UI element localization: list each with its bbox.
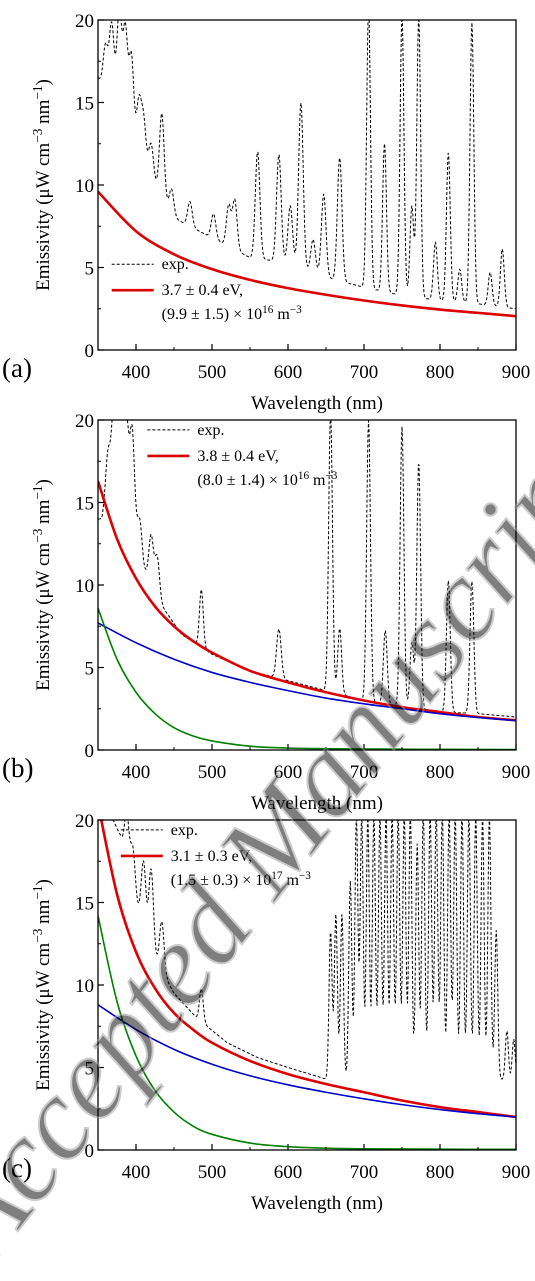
chart-panel-a: 400 500 600 700 800 900 0 5 10 15 20 Wavelength (nm… — [2, 11, 531, 414]
legend: exp. 3.1 ± 0.3 eV, (1.5 ± 0.3) × 1017 m−3 — [120, 822, 311, 889]
x-tick-label: 900 — [502, 762, 531, 783]
y-axis-title: Emissivity (μW cm−3 nm−1) — [30, 879, 55, 1091]
y-tick-label: 15 — [75, 94, 94, 115]
legend-label-fit: 3.7 ± 0.4 eV, — [162, 282, 243, 299]
series-fit-line — [98, 190, 516, 318]
y-tick-label: 0 — [85, 1141, 95, 1162]
legend-label-fit-line2: (1.5 ± 0.3) × 1017 m−3 — [171, 870, 311, 889]
y-tick-label: 0 — [85, 341, 95, 362]
chart-panel-b: 400 500 600 700 800 900 0 5 10 15 20 Wavelength (nm… — [2, 411, 531, 814]
series-fit-line — [98, 480, 516, 722]
plot-area — [98, 420, 516, 750]
panel-label: (c) — [2, 1153, 32, 1183]
x-tick-label: 700 — [350, 1162, 379, 1183]
x-tick-label: 700 — [350, 762, 379, 783]
panel-label: (b) — [2, 753, 33, 783]
plot-area — [98, 820, 516, 1150]
x-tick-label: 800 — [426, 362, 455, 383]
series-comp1-line — [98, 622, 516, 722]
x-tick-label: 800 — [426, 1162, 455, 1183]
x-tick-label: 400 — [122, 362, 151, 383]
x-tick-label: 500 — [198, 762, 227, 783]
x-tick-label: 600 — [274, 762, 303, 783]
chart-panel-c: 400 500 600 700 800 900 0 5 10 15 20 Wavelength (nm… — [2, 811, 531, 1214]
series-comp2-line — [98, 915, 516, 1150]
x-tick-label: 600 — [274, 1162, 303, 1183]
y-tick-label: 15 — [75, 894, 94, 915]
y-tick-label: 10 — [75, 176, 94, 197]
series-exp-line — [98, 420, 516, 718]
series-comp1-line — [98, 1004, 516, 1118]
y-axis-title: Emissivity (μW cm−3 nm−1) — [30, 479, 55, 691]
x-tick-label: 900 — [502, 1162, 531, 1183]
legend-label-exp: exp. — [171, 822, 198, 839]
legend: exp. 3.8 ± 0.4 eV, (8.0 ± 1.4) × 1016 m−3 — [147, 422, 338, 489]
x-tick-label: 600 — [274, 362, 303, 383]
legend: exp. 3.7 ± 0.4 eV, (9.9 ± 1.5) × 1016 m−3 — [111, 256, 302, 323]
y-tick-label: 5 — [85, 259, 95, 280]
x-axis-title: Wavelength (nm) — [251, 793, 383, 814]
series-fit-line — [99, 820, 516, 1119]
x-tick-label: 800 — [426, 762, 455, 783]
series-exp-line — [98, 20, 516, 310]
panel-label: (a) — [2, 353, 32, 383]
legend-label-exp: exp. — [197, 422, 224, 439]
legend-label-fit-line2: (8.0 ± 1.4) × 1016 m−3 — [197, 470, 337, 489]
y-tick-label: 5 — [85, 1059, 95, 1080]
y-axis-title: Emissivity (μW cm−3 nm−1) — [30, 79, 55, 291]
y-tick-label: 0 — [85, 741, 95, 762]
plot-frame — [97, 19, 517, 351]
x-tick-label: 500 — [198, 362, 227, 383]
x-tick-label: 700 — [350, 362, 379, 383]
x-tick-label: 400 — [122, 762, 151, 783]
x-axis-title: Wavelength (nm) — [251, 1193, 383, 1214]
series-comp2-line — [98, 607, 516, 750]
legend-label-fit-line2: (9.9 ± 1.5) × 1016 m−3 — [162, 304, 302, 323]
y-tick-label: 10 — [75, 576, 94, 597]
x-tick-label: 400 — [122, 1162, 151, 1183]
legend-label-fit: 3.8 ± 0.4 eV, — [197, 448, 278, 465]
legend-label-fit: 3.1 ± 0.3 eV, — [171, 848, 252, 865]
series-exp-line — [112, 820, 516, 1080]
y-tick-label: 20 — [75, 11, 94, 32]
x-tick-label: 900 — [502, 362, 531, 383]
y-tick-label: 10 — [75, 976, 94, 997]
y-tick-label: 15 — [75, 494, 94, 515]
y-tick-label: 20 — [75, 411, 94, 432]
y-tick-label: 5 — [85, 659, 95, 680]
legend-label-exp: exp. — [162, 256, 189, 273]
y-tick-label: 20 — [75, 811, 94, 832]
x-axis-title: Wavelength (nm) — [251, 393, 383, 414]
plot-area — [98, 20, 516, 318]
x-tick-label: 500 — [198, 1162, 227, 1183]
